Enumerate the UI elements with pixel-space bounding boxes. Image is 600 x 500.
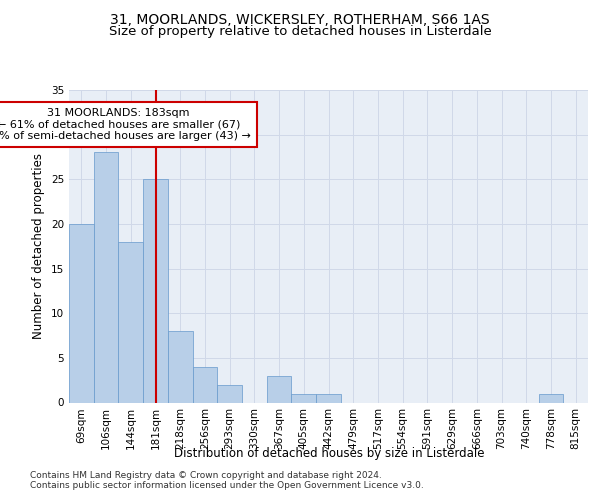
Bar	[539, 394, 563, 402]
Bar	[69, 224, 94, 402]
Bar	[316, 394, 341, 402]
Text: 31, MOORLANDS, WICKERSLEY, ROTHERHAM, S66 1AS: 31, MOORLANDS, WICKERSLEY, ROTHERHAM, S6…	[110, 12, 490, 26]
Bar	[94, 152, 118, 402]
Y-axis label: Number of detached properties: Number of detached properties	[32, 153, 46, 339]
Bar	[292, 394, 316, 402]
Bar	[118, 242, 143, 402]
Text: 31 MOORLANDS: 183sqm
← 61% of detached houses are smaller (67)
39% of semi-detac: 31 MOORLANDS: 183sqm ← 61% of detached h…	[0, 108, 251, 141]
Text: Size of property relative to detached houses in Listerdale: Size of property relative to detached ho…	[109, 25, 491, 38]
Text: Distribution of detached houses by size in Listerdale: Distribution of detached houses by size …	[173, 448, 484, 460]
Bar	[143, 180, 168, 402]
Text: Contains HM Land Registry data © Crown copyright and database right 2024.
Contai: Contains HM Land Registry data © Crown c…	[30, 471, 424, 490]
Bar	[193, 367, 217, 402]
Bar	[168, 331, 193, 402]
Bar	[267, 376, 292, 402]
Bar	[217, 384, 242, 402]
